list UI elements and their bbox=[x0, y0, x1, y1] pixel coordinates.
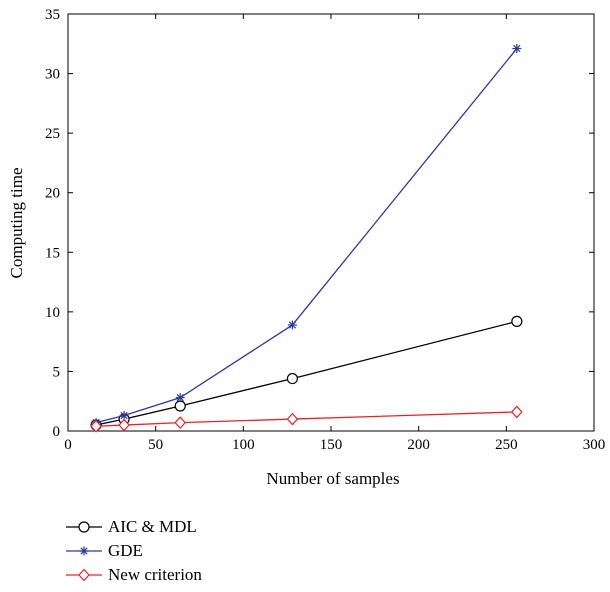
data-point-star bbox=[175, 393, 185, 403]
series-line bbox=[96, 411, 517, 427]
data-point-diamond bbox=[511, 405, 523, 419]
x-tick-label: 300 bbox=[583, 437, 606, 453]
y-tick-label: 20 bbox=[45, 186, 60, 202]
legend-item-gde: GDE bbox=[66, 539, 202, 563]
data-point-circle bbox=[286, 372, 299, 385]
y-tick-label: 25 bbox=[45, 126, 60, 142]
legend-label: GDE bbox=[108, 541, 143, 560]
legend-label: New criterion bbox=[108, 565, 202, 584]
data-point-star bbox=[119, 411, 129, 421]
data-point-star bbox=[512, 44, 522, 54]
circle-marker-icon bbox=[66, 521, 102, 533]
legend-item-aic-mdl: AIC & MDL bbox=[66, 515, 202, 539]
data-point-diamond bbox=[118, 418, 130, 432]
legend: AIC & MDL GDE New criterion bbox=[66, 515, 202, 587]
y-tick-label: 5 bbox=[53, 364, 61, 380]
plot-series bbox=[90, 44, 523, 433]
y-tick-label: 35 bbox=[45, 7, 60, 23]
y-tick-label: 15 bbox=[45, 245, 60, 261]
data-point-diamond bbox=[174, 416, 187, 430]
x-tick-label: 150 bbox=[320, 437, 343, 453]
data-point-diamond bbox=[286, 412, 299, 426]
star-marker-icon bbox=[66, 546, 102, 556]
x-tick-label: 250 bbox=[495, 437, 518, 453]
data-point-star bbox=[287, 320, 297, 330]
x-tick-label: 200 bbox=[407, 437, 430, 453]
data-point-circle bbox=[511, 315, 523, 327]
series-line bbox=[95, 48, 518, 424]
x-tick-label: 100 bbox=[232, 437, 255, 453]
y-tick-label: 0 bbox=[53, 424, 61, 440]
plot-axes: 0 50 100 150 200 250 300 0 5 10 15 20 25 30 35 bbox=[45, 7, 605, 453]
data-point-diamond bbox=[90, 419, 102, 433]
data-point-circle bbox=[174, 400, 186, 412]
legend-item-new-criterion: New criterion bbox=[66, 563, 202, 587]
y-tick-label: 30 bbox=[45, 67, 60, 83]
series-line bbox=[95, 320, 518, 426]
legend-label: AIC & MDL bbox=[108, 517, 197, 536]
y-axis-label: Computing time bbox=[7, 168, 26, 279]
y-tick-label: 10 bbox=[45, 305, 60, 321]
diamond-marker-icon bbox=[66, 568, 102, 582]
x-tick-label: 50 bbox=[148, 437, 163, 453]
x-axis-label: Number of samples bbox=[266, 469, 399, 488]
x-tick-label: 0 bbox=[64, 437, 72, 453]
